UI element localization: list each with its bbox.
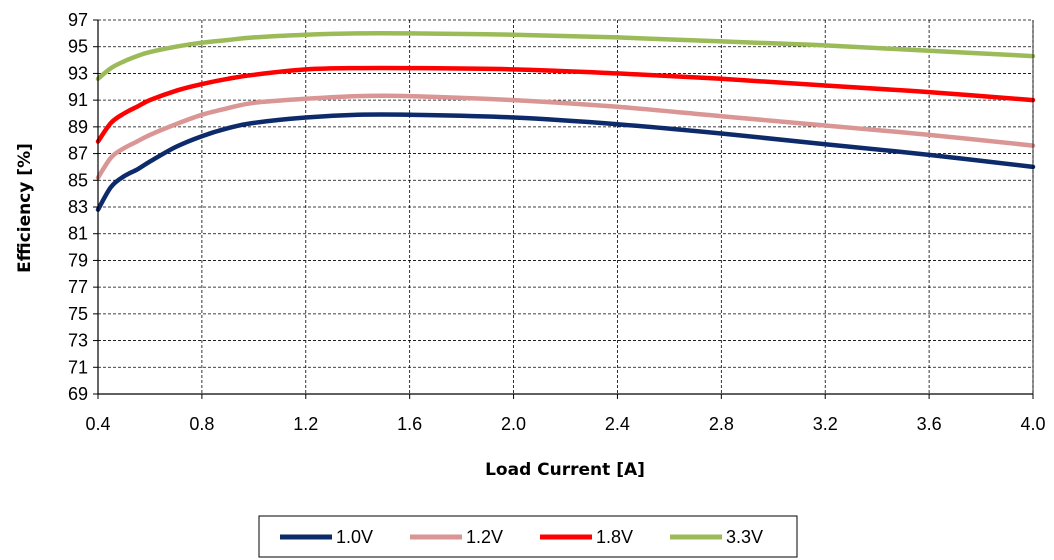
x-tick-labels: 0.4 0.8 1.2 1.6 2.0 2.4 2.8 3.2 3.6 4.0 [85, 414, 1045, 434]
legend-label: 1.0V [336, 527, 373, 547]
series-line-3-3v [95, 30, 1036, 82]
series-line-1-2v [95, 93, 1036, 180]
series-lines [95, 30, 1036, 212]
x-tick-label: 3.6 [917, 414, 942, 434]
x-tick-label: 2.4 [605, 414, 630, 434]
y-tick-label: 77 [68, 277, 88, 297]
x-tick-label: 0.4 [85, 414, 110, 434]
legend-label: 1.2V [466, 527, 503, 547]
y-tick-label: 83 [68, 197, 88, 217]
y-tick-label: 81 [68, 224, 88, 244]
x-tick-label: 3.2 [813, 414, 838, 434]
x-axis-title: Load Current [A] [485, 460, 645, 480]
series-line-1-0v [95, 112, 1036, 212]
y-tick-label: 69 [68, 384, 88, 404]
x-tick-label: 0.8 [189, 414, 214, 434]
y-tick-label: 75 [68, 304, 88, 324]
x-tick-label: 1.6 [397, 414, 422, 434]
y-tick-label: 71 [68, 357, 88, 377]
x-tick-label: 2.8 [709, 414, 734, 434]
legend: 1.0V 1.2V 1.8V 3.3V [258, 515, 798, 558]
y-tick-label: 87 [68, 144, 88, 164]
y-tick-label: 79 [68, 250, 88, 270]
x-tick-label: 2.0 [501, 414, 526, 434]
legend-label: 1.8V [596, 527, 633, 547]
y-tick-label: 89 [68, 117, 88, 137]
y-tick-label: 91 [68, 90, 88, 110]
legend-label: 3.3V [726, 527, 763, 547]
y-tick-labels: 69 71 73 75 77 79 81 83 85 87 89 91 93 95 97 [68, 10, 88, 404]
x-tick-label: 1.2 [293, 414, 318, 434]
y-tick-label: 97 [68, 10, 88, 30]
y-tick-label: 95 [68, 37, 88, 57]
axes [93, 19, 1034, 399]
y-tick-label: 73 [68, 331, 88, 351]
x-tick-label: 4.0 [1020, 414, 1045, 434]
legend-items: 1.0V 1.2V 1.8V 3.3V [280, 527, 763, 547]
y-tick-label: 93 [68, 63, 88, 83]
y-tick-label: 85 [68, 170, 88, 190]
series-line-1-8v [95, 65, 1036, 144]
y-axis-title: Efficiency [%] [15, 143, 35, 273]
